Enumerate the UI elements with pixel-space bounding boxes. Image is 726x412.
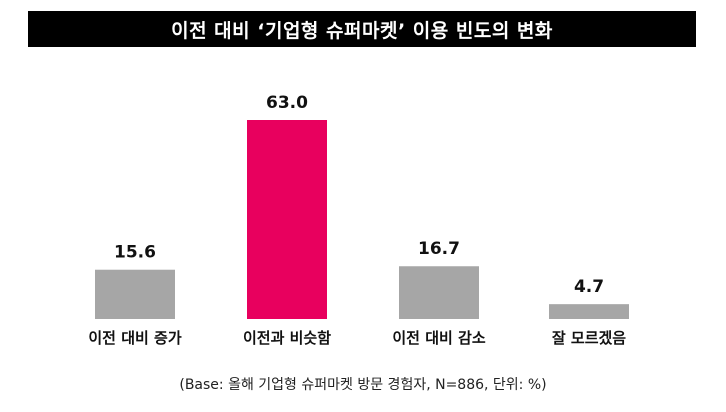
bar-1 (247, 120, 327, 319)
category-label-2: 이전 대비 감소 (392, 329, 485, 347)
chart-title: 이전 대비 ‘기업형 슈퍼마켓’ 이용 빈도의 변화 (28, 11, 696, 47)
base-note: (Base: 올해 기업형 슈퍼마켓 방문 경험자, N=886, 단위: %) (179, 377, 547, 393)
category-label-3: 잘 모르겠음 (552, 329, 626, 347)
value-label-2: 16.7 (418, 239, 460, 259)
category-label-1: 이전과 비슷함 (243, 329, 331, 347)
category-label-0: 이전 대비 증가 (88, 329, 181, 347)
value-label-1: 63.0 (266, 93, 308, 113)
value-label-3: 4.7 (574, 277, 604, 297)
bar-2 (399, 266, 479, 319)
bar-3 (549, 304, 629, 319)
value-label-0: 15.6 (114, 243, 156, 263)
bar-0 (95, 269, 175, 319)
